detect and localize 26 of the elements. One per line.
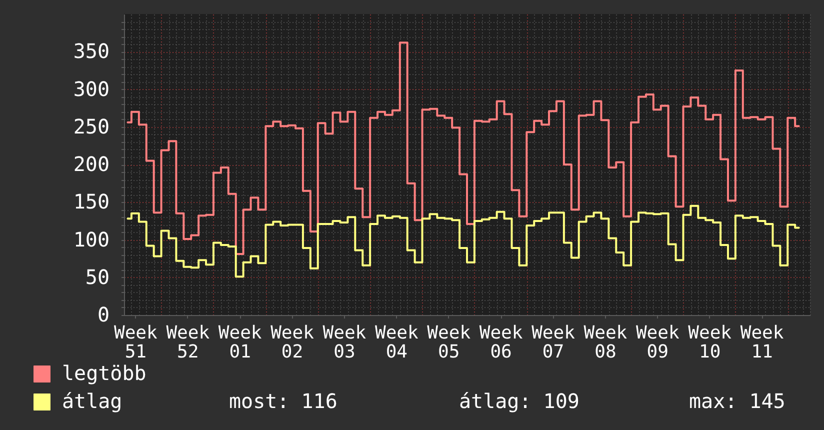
x-tick-label: Week 11	[740, 322, 784, 362]
text: max: 145	[689, 389, 786, 413]
y-tick-label: 50	[85, 264, 110, 289]
x-tick-label: Week 51	[114, 322, 158, 362]
x-tick-label: Week 06	[479, 322, 523, 362]
y-tick-label: 250	[73, 114, 110, 138]
y-tick-label: 0	[97, 302, 110, 326]
x-tick-label: Week 05	[427, 322, 471, 362]
x-tick-label: Week 02	[270, 322, 314, 362]
x-tick-label: Week 52	[166, 322, 210, 362]
y-tick-label: 100	[73, 227, 110, 252]
y-tick-label: 350	[73, 39, 110, 64]
x-tick-label: Week 04	[374, 322, 418, 362]
x-tick-label: Week 07	[532, 322, 576, 362]
text: most: 116	[229, 389, 338, 413]
x-tick-label: Week 10	[688, 322, 732, 362]
x-tick-label: Week 01	[218, 322, 262, 362]
y-tick-label: 150	[73, 190, 110, 214]
text: átlag: 109	[459, 389, 580, 413]
x-tick-label: Week 08	[584, 322, 628, 362]
x-tick-label: Week 09	[636, 322, 680, 362]
y-tick-label: 200	[73, 152, 110, 176]
legend-label: legtöbb	[62, 361, 146, 385]
x-tick-label: Week 03	[322, 322, 366, 362]
legend-label: átlag	[62, 389, 122, 413]
y-tick-label: 300	[73, 76, 110, 101]
